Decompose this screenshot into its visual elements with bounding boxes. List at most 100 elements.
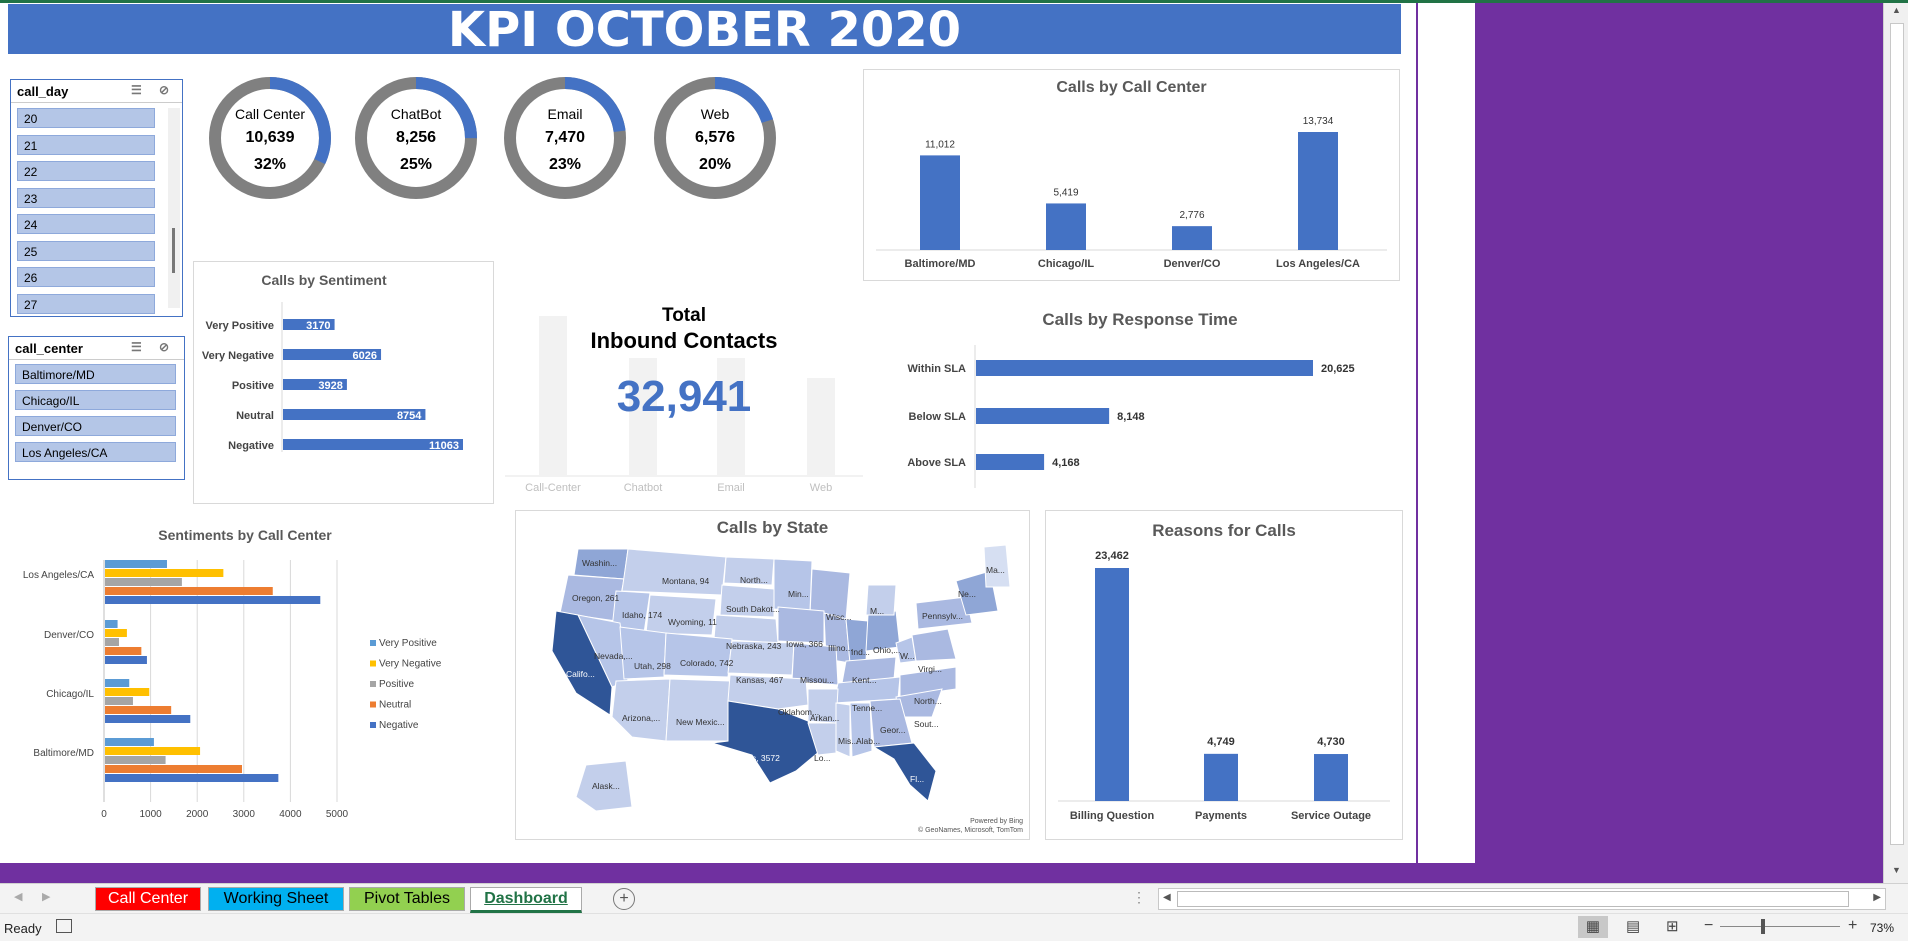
hscroll-right-icon[interactable]: ▶ <box>1873 892 1881 903</box>
data-label: 6026 <box>353 350 377 362</box>
slicer-item-day[interactable]: 24 <box>17 214 155 234</box>
state-label: Arkan... <box>810 713 839 723</box>
state-label: Montana, 94 <box>662 576 710 586</box>
clear-filter-icon[interactable]: ⊘ <box>159 83 170 97</box>
state-label: Texas, 3572 <box>734 753 780 763</box>
sheet-tab-call-center[interactable]: Call Center <box>95 887 201 911</box>
bar <box>1172 226 1212 250</box>
slicer-item-center[interactable]: Baltimore/MD <box>15 364 176 384</box>
state-label: Lo... <box>814 753 831 763</box>
total-background-chart: Call-Center Chatbot Email Web <box>505 316 863 494</box>
zoom-slider[interactable] <box>1720 926 1840 927</box>
donut-chart: Email 7,470 23% <box>504 77 626 199</box>
donut-value: 8,256 <box>396 129 436 146</box>
slicer-call-day[interactable]: call_day ☰ ⊘ 20 21 22 23 24 25 26 27 <box>10 79 183 317</box>
state-label: Califo... <box>566 669 595 679</box>
sheet-tab-working-sheet[interactable]: Working Sheet <box>208 887 344 911</box>
chart-calls-by-sentiment[interactable]: Calls by Sentiment 3170 Very Positive 6026… <box>193 261 494 504</box>
slicer-item-day[interactable]: 23 <box>17 187 155 208</box>
x-tick-label: 0 <box>101 809 107 820</box>
calls-by-response-time-plot: 20,625 Within SLA 8,148 Below SLA 4,168 Above… <box>907 345 1355 488</box>
state-label: Colorado, 742 <box>680 658 734 668</box>
chart-calls-by-response-time[interactable]: Calls by Response Time 20,625 Within SLA 8… <box>880 300 1400 495</box>
slicer-item-day[interactable]: 20 <box>17 108 155 128</box>
sheet-margin <box>1416 3 1475 863</box>
category-label: Above SLA <box>907 457 966 469</box>
bar-neutral <box>105 706 172 714</box>
state-label: Wisc... <box>826 612 852 622</box>
total-label-line1: Total <box>662 305 706 326</box>
chart-title: Calls by Response Time <box>1042 310 1238 329</box>
slicer-item-day[interactable]: 25 <box>17 240 155 261</box>
scroll-up-icon[interactable]: ▲ <box>1892 5 1901 15</box>
tab-scroll-right-icon[interactable]: ▶ <box>42 891 51 903</box>
zoom-level: 73% <box>1870 921 1895 935</box>
chart-calls-by-call-center[interactable]: Calls by Call Center 11,012 Baltimore/MD 5… <box>863 69 1400 281</box>
slicer-item-day[interactable]: 27 <box>17 293 155 314</box>
zoom-in-button[interactable]: + <box>1848 917 1858 934</box>
sheet-tab-dashboard[interactable]: Dashboard <box>470 887 582 913</box>
chart-reasons-for-calls[interactable]: Reasons for Calls 23,462 Billing Question… <box>1045 510 1403 840</box>
category-label: Baltimore/MD <box>33 748 94 759</box>
bar <box>1046 203 1086 250</box>
donut-chart: Web 6,576 20% <box>654 77 776 199</box>
bar-very-negative <box>105 629 127 637</box>
slicer-item-center[interactable]: Chicago/IL <box>15 390 176 410</box>
category-label: Chatbot <box>624 482 663 494</box>
state-label: South Dakot... <box>726 604 780 614</box>
total-label-line2: Inbound Contacts <box>590 328 778 353</box>
donut-kpi: Email 7,470 23% <box>503 74 633 204</box>
slicer-item-center[interactable]: Los Angeles/CA <box>15 442 176 462</box>
sheet-tab-pivot-tables[interactable]: Pivot Tables <box>349 887 465 911</box>
slicer-scroll-thumb[interactable] <box>172 228 175 273</box>
state-label: Washin... <box>582 558 617 568</box>
legend-label: Very Negative <box>379 659 442 670</box>
legend-label: Positive <box>379 679 414 690</box>
hscroll-left-icon[interactable]: ◀ <box>1163 892 1171 903</box>
chart-sentiments-by-call-center[interactable]: Sentiments by Call Center 0 1000 2000 3000 4… <box>10 520 480 830</box>
macro-record-icon[interactable] <box>56 919 72 933</box>
bar-neutral <box>105 765 243 773</box>
x-tick-label: 3000 <box>233 809 256 820</box>
state-label: Oklahom... <box>778 707 819 717</box>
slicer-item-center[interactable]: Denver/CO <box>15 416 176 436</box>
data-label: 4,749 <box>1207 736 1235 748</box>
legend-swatch <box>370 640 376 646</box>
slicer-item-day[interactable]: 22 <box>17 161 155 181</box>
normal-view-icon[interactable]: ▦ <box>1578 916 1608 938</box>
data-label: 11063 <box>429 440 459 452</box>
slicer-scrollbar[interactable] <box>168 108 180 308</box>
page-break-icon[interactable]: ⊞ <box>1666 918 1679 935</box>
chart-calls-by-state[interactable]: Calls by State Washin... Oregon, 261 Monta… <box>515 510 1030 840</box>
split-handle-icon[interactable]: ⋮ <box>1132 889 1146 905</box>
scroll-down-icon[interactable]: ▼ <box>1892 865 1901 875</box>
slicer-call-center[interactable]: call_center ☰ ⊘ Baltimore/MD Chicago/IL De… <box>8 336 185 480</box>
zoom-out-button[interactable]: − <box>1704 917 1714 934</box>
category-label: Chicago/IL <box>1038 258 1095 270</box>
hscroll-thumb[interactable] <box>1177 891 1849 907</box>
donut-percent: 20% <box>699 156 731 173</box>
add-sheet-icon[interactable]: + <box>613 888 635 910</box>
background-column <box>717 358 745 476</box>
donut-percent: 32% <box>254 156 286 173</box>
bar <box>283 319 335 330</box>
donut-segment <box>504 77 626 199</box>
slicer-item-day[interactable]: 26 <box>17 267 155 287</box>
category-label: Negative <box>228 440 274 452</box>
tab-scroll-left-icon[interactable]: ◀ <box>14 891 23 903</box>
bar <box>1095 568 1129 801</box>
state-region <box>915 596 973 630</box>
scroll-thumb[interactable] <box>1890 23 1904 845</box>
category-label: Chicago/IL <box>46 689 94 700</box>
horizontal-scrollbar[interactable]: ◀ ▶ <box>1158 888 1886 910</box>
multi-select-icon[interactable]: ☰ <box>131 83 142 97</box>
page-layout-icon[interactable]: ▤ <box>1626 918 1641 935</box>
state-label: Ma... <box>986 565 1005 575</box>
us-state-map: Washin... Oregon, 261 Montana, 94 North... I… <box>551 544 1011 812</box>
zoom-slider-thumb[interactable] <box>1761 919 1765 934</box>
vertical-scrollbar[interactable]: ▲ ▼ <box>1883 3 1908 883</box>
clear-filter-icon[interactable]: ⊘ <box>159 340 170 354</box>
legend-swatch <box>370 701 376 708</box>
multi-select-icon[interactable]: ☰ <box>131 340 142 354</box>
slicer-item-day[interactable]: 21 <box>17 134 155 155</box>
